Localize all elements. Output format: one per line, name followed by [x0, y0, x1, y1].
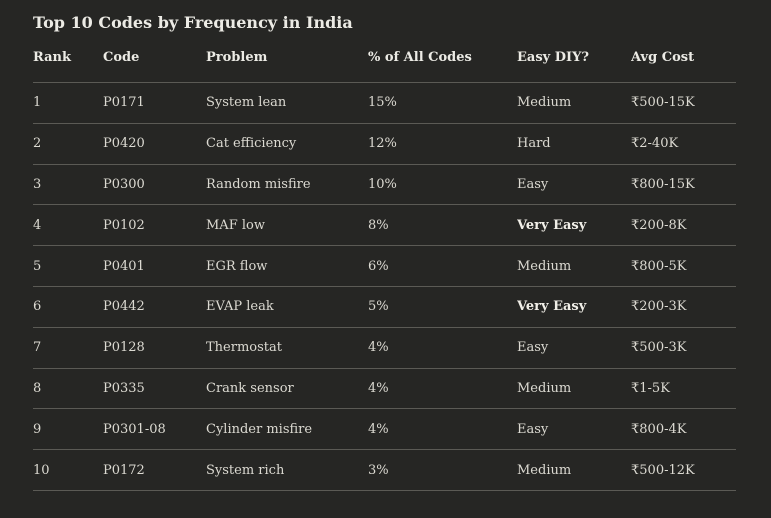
column-header-problem: Problem [206, 50, 268, 65]
cell-avg-cost: ₹500-3K [631, 340, 687, 356]
table-row: 7 P0128 Thermostat 4% Easy ₹500-3K [33, 327, 736, 369]
column-header-rank: Rank [33, 50, 71, 65]
table-row: 9 P0301-08 Cylinder misfire 4% Easy ₹800-4K [33, 409, 736, 450]
cell-rank: 4 [33, 217, 42, 233]
cell-percent: 8% [368, 217, 389, 233]
cell-code: P0301-08 [103, 421, 166, 437]
table-row: 8 P0335 Crank sensor 4% Medium ₹1-5K [33, 368, 736, 409]
cell-avg-cost: ₹200-3K [631, 299, 687, 315]
cell-code: P0102 [103, 217, 145, 233]
cell-percent: 10% [368, 176, 397, 192]
column-header-avg-cost: Avg Cost [631, 50, 695, 65]
cell-problem: Thermostat [206, 340, 282, 356]
cell-avg-cost: ₹800-4K [631, 421, 687, 437]
cell-easy-diy: Hard [517, 136, 551, 152]
cell-problem: System lean [206, 95, 287, 111]
column-header-easy-diy: Easy DIY? [517, 50, 589, 65]
cell-percent: 6% [368, 258, 389, 274]
cell-avg-cost: ₹800-15K [631, 176, 695, 192]
cell-code: P0300 [103, 176, 145, 192]
cell-code: P0420 [103, 136, 145, 152]
table-row: 5 P0401 EGR flow 6% Medium ₹800-5K [33, 246, 736, 287]
cell-rank: 5 [33, 258, 42, 274]
table-title: Top 10 Codes by Frequency in India [33, 13, 353, 32]
cell-rank: 6 [33, 299, 42, 315]
cell-easy-diy: Medium [517, 258, 572, 274]
cell-avg-cost: ₹800-5K [631, 258, 687, 274]
table-row: 6 P0442 EVAP leak 5% Very Easy ₹200-3K [33, 286, 736, 328]
cell-rank: 10 [33, 462, 50, 478]
cell-avg-cost: ₹1-5K [631, 380, 670, 396]
cell-code: P0128 [103, 340, 145, 356]
table-row: 2 P0420 Cat efficiency 12% Hard ₹2-40K [33, 123, 736, 165]
cell-problem: System rich [206, 462, 285, 478]
cell-easy-diy: Easy [517, 340, 549, 356]
cell-easy-diy: Medium [517, 95, 572, 111]
cell-code: P0401 [103, 258, 145, 274]
cell-rank: 9 [33, 421, 42, 437]
column-header-percent: % of All Codes [368, 50, 472, 65]
cell-avg-cost: ₹500-15K [631, 95, 695, 111]
cell-code: P0442 [103, 299, 145, 315]
cell-problem: EGR flow [206, 258, 268, 274]
cell-easy-diy: Very Easy [517, 299, 587, 315]
cell-percent: 5% [368, 299, 389, 315]
column-header-code: Code [103, 50, 140, 65]
cell-problem: MAF low [206, 217, 265, 233]
cell-easy-diy: Medium [517, 462, 572, 478]
cell-code: P0335 [103, 380, 145, 396]
cell-percent: 4% [368, 340, 389, 356]
cell-percent: 4% [368, 380, 389, 396]
table-row: 3 P0300 Random misfire 10% Easy ₹800-15K [33, 164, 736, 205]
table-row: 10 P0172 System rich 3% Medium ₹500-12K [33, 450, 736, 491]
table-row: 4 P0102 MAF low 8% Very Easy ₹200-8K [33, 205, 736, 246]
cell-easy-diy: Easy [517, 176, 549, 192]
cell-easy-diy: Very Easy [517, 217, 587, 233]
table-header-row: Rank Code Problem % of All Codes Easy DI… [33, 50, 736, 83]
cell-avg-cost: ₹200-8K [631, 217, 687, 233]
cell-avg-cost: ₹2-40K [631, 136, 679, 152]
table-section: Top 10 Codes by Frequency in India Rank … [33, 11, 736, 491]
cell-percent: 12% [368, 136, 397, 152]
cell-avg-cost: ₹500-12K [631, 462, 695, 478]
cell-problem: Random misfire [206, 176, 311, 192]
cell-rank: 1 [33, 95, 42, 111]
cell-rank: 7 [33, 340, 42, 356]
cell-rank: 8 [33, 380, 42, 396]
cell-percent: 15% [368, 95, 397, 111]
cell-percent: 3% [368, 462, 389, 478]
cell-problem: Cat efficiency [206, 136, 297, 152]
cell-rank: 2 [33, 136, 42, 152]
table-body: 1 P0171 System lean 15% Medium ₹500-15K 2 P0420… [33, 83, 736, 491]
cell-rank: 3 [33, 176, 42, 192]
cell-problem: EVAP leak [206, 299, 274, 315]
cell-easy-diy: Easy [517, 421, 549, 437]
cell-percent: 4% [368, 421, 389, 437]
cell-problem: Cylinder misfire [206, 421, 313, 437]
codes-table: Rank Code Problem % of All Codes Easy DI… [33, 50, 736, 491]
table-row: 1 P0171 System lean 15% Medium ₹500-15K [33, 83, 736, 124]
cell-problem: Crank sensor [206, 380, 294, 396]
cell-code: P0172 [103, 462, 145, 478]
cell-code: P0171 [103, 95, 145, 111]
cell-easy-diy: Medium [517, 380, 572, 396]
